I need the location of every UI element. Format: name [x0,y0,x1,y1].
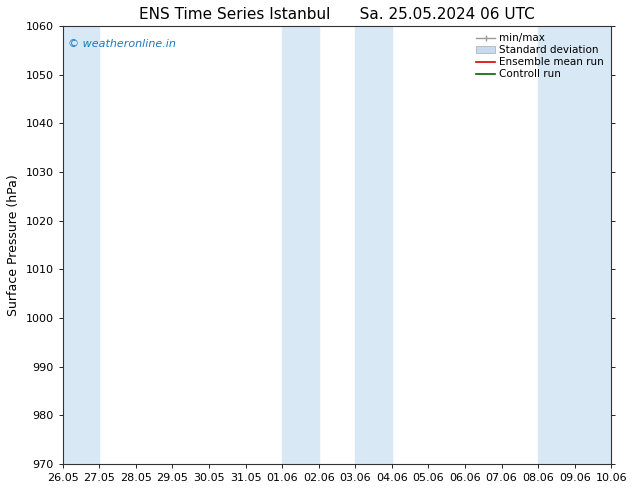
Bar [538,26,611,464]
Legend: min/max, Standard deviation, Ensemble mean run, Controll run: min/max, Standard deviation, Ensemble me… [472,29,608,84]
Bar [355,26,392,464]
Title: ENS Time Series Istanbul      Sa. 25.05.2024 06 UTC: ENS Time Series Istanbul Sa. 25.05.2024 … [139,7,535,22]
Bar [63,26,100,464]
Text: © weatheronline.in: © weatheronline.in [68,39,176,49]
Bar [282,26,319,464]
Y-axis label: Surface Pressure (hPa): Surface Pressure (hPa) [7,174,20,316]
